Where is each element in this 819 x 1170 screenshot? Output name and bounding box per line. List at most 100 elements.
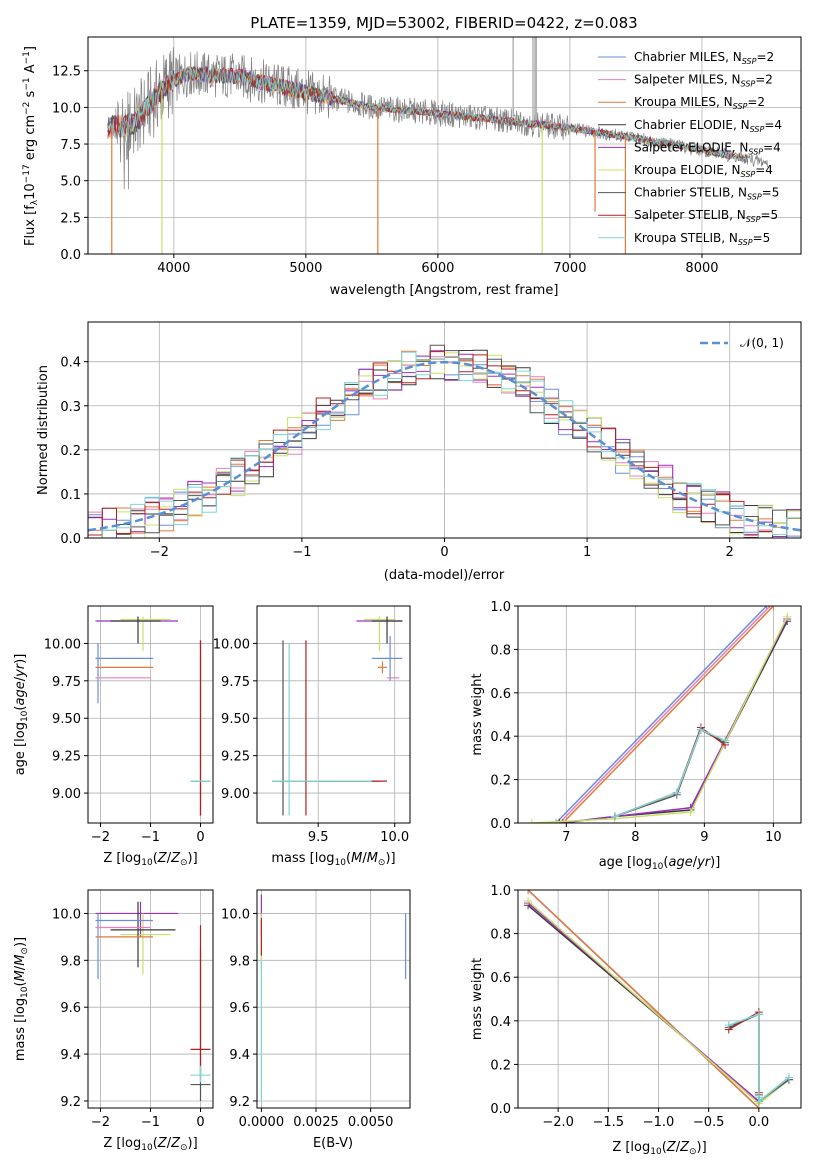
legend-label-kroupa_miles: Kroupa MILES, NSSP=2: [634, 95, 765, 111]
legend-label-kroupa_stelib: Kroupa STELIB, NSSP=5: [634, 231, 770, 247]
y-axis-label: mass weight: [470, 958, 485, 1040]
label-part: −1: [22, 77, 32, 90]
x-tick-label: 0: [196, 1115, 204, 1130]
label-part: yr: [696, 855, 712, 870]
y-tick-label: 0.8: [490, 928, 511, 943]
legend-value: =4: [755, 163, 773, 177]
y-tick-label: 0.4: [60, 356, 81, 371]
legend-text: Chabrier MILES, N: [634, 50, 742, 64]
label-part: −2: [22, 102, 32, 115]
chart-title: PLATE=1359, MJD=53002, FIBERID=0422, z=0…: [250, 14, 637, 32]
y-tick-label: 9.25: [221, 750, 250, 765]
model-spectra-group: [107, 65, 748, 254]
y-tick-label: 0.4: [490, 730, 511, 745]
y-axis-label: age [log10(age/yr)]: [13, 654, 30, 776]
x-tick-label: 0.0050: [348, 1115, 394, 1130]
legend-text: Chabrier STELIB, N: [634, 186, 747, 200]
label-part: )]: [13, 937, 28, 947]
label-part: 10: [650, 1147, 662, 1157]
legend-label-chabrier_elodie: Chabrier ELODIE, NSSP=4: [634, 118, 782, 134]
x-tick-label: 0: [196, 830, 204, 845]
legend-sub: SSP: [733, 102, 748, 111]
label-part: 10: [141, 858, 153, 868]
label-part: Flux [f: [23, 205, 38, 246]
y-tick-label: 12.5: [52, 65, 81, 80]
y-axis-label: mass weight: [470, 673, 485, 755]
errorbar-group: [95, 901, 211, 1101]
label-part: 10: [20, 710, 30, 722]
label-part: ⊙: [689, 1147, 697, 1157]
gridlines: [88, 606, 213, 823]
x-tick-label: 0.0025: [293, 1115, 339, 1130]
y-tick-label: 9.6: [229, 1001, 250, 1016]
label-part: −1: [22, 51, 32, 64]
y-tick-label: 0.6: [490, 971, 511, 986]
legend-value: =5: [762, 186, 780, 200]
x-tick-label: 7000: [553, 261, 586, 276]
y-tick-label: 0.0: [60, 532, 81, 547]
label-part: ⊙: [180, 858, 188, 868]
x-tick-label: −1.5: [593, 1115, 625, 1130]
x-tick-label: 8: [631, 830, 639, 845]
x-tick-label: 6000: [421, 261, 454, 276]
y-tick-label: 0.0: [60, 248, 81, 263]
legend-text: Salpeter MILES, N: [634, 73, 741, 87]
legend-text: Kroupa MILES, N: [634, 95, 733, 109]
weight-line-chabrier_miles: [555, 606, 768, 823]
label-part: )]: [13, 654, 28, 664]
y-tick-label: 9.4: [60, 1048, 81, 1063]
label-part: )]: [188, 1136, 198, 1151]
label-part: (: [13, 981, 28, 986]
axes-mass_vs_Z: −2 −1 09.29.49.69.810.0Z [log10(Z/Z⊙)]mass…: [13, 889, 214, 1153]
label-part: )]: [697, 1140, 707, 1155]
x-tick-label: −0.5: [693, 1115, 725, 1130]
label-part: ⊙: [378, 858, 386, 868]
axes-frame: [87, 605, 214, 824]
y-tick-label: 9.2: [229, 1095, 250, 1110]
y-tick-label: 10.00: [44, 637, 81, 652]
label-part: )]: [385, 851, 395, 866]
label-part: M: [367, 851, 378, 866]
axes-frame: [256, 889, 411, 1109]
label-part: age: [13, 681, 28, 705]
weight-line-kroupa_elodie: [531, 616, 788, 823]
y-tick-label: 10.0: [221, 907, 250, 922]
label-part: /: [362, 851, 367, 866]
x-axis-label-ebv: E(B-V): [313, 1136, 353, 1151]
x-tick-label: −2: [91, 830, 110, 845]
legend-sub: SSP: [750, 125, 765, 134]
y-tick-label: 9.75: [221, 675, 250, 690]
legend-value: =2: [747, 95, 765, 109]
label-part: ⊙: [180, 1143, 188, 1153]
label-part: M: [13, 955, 28, 966]
label-part: (: [153, 1136, 158, 1151]
legend-value: =4: [763, 140, 781, 154]
label-part: 10: [20, 986, 30, 998]
x-axis-label: age [log10(age/yr)]: [599, 855, 721, 872]
label-part: ]: [23, 46, 38, 51]
x-axis-label: (data-model)/error: [384, 568, 505, 583]
weight-line-kroupa_stelib: [614, 728, 726, 818]
legend-normal-label: 𝒩(0, 1): [740, 336, 784, 350]
x-tick-label: −2.0: [542, 1115, 574, 1130]
y-tick-label: 1.0: [490, 884, 511, 899]
y-axis-label: mass [log10(M/M⊙)]: [13, 937, 30, 1061]
y-tick-label: 0.8: [490, 643, 511, 658]
label-part: Z [log: [612, 1140, 650, 1155]
label-part: /: [676, 1140, 681, 1155]
label-part: −17: [22, 164, 32, 183]
label-part: s: [23, 90, 38, 101]
label-part: Z: [157, 851, 168, 866]
axes-residuals: −2 −1 0 1 2 0.0 0.1 0.2 0.3 0.4 (data-model)/error…: [36, 321, 802, 583]
legend-value: =2: [756, 50, 774, 64]
legend-value: =4: [764, 118, 782, 132]
label-part: 10: [652, 862, 664, 872]
y-tick-label: 9.00: [52, 787, 81, 802]
y-tick-label: 9.2: [60, 1095, 81, 1110]
y-tick-label: 9.8: [60, 954, 81, 969]
x-axis-label: Z [log10(Z/Z⊙)]: [103, 1136, 197, 1153]
label-part: /: [13, 676, 28, 681]
y-tick-label: 9.00: [221, 787, 250, 802]
